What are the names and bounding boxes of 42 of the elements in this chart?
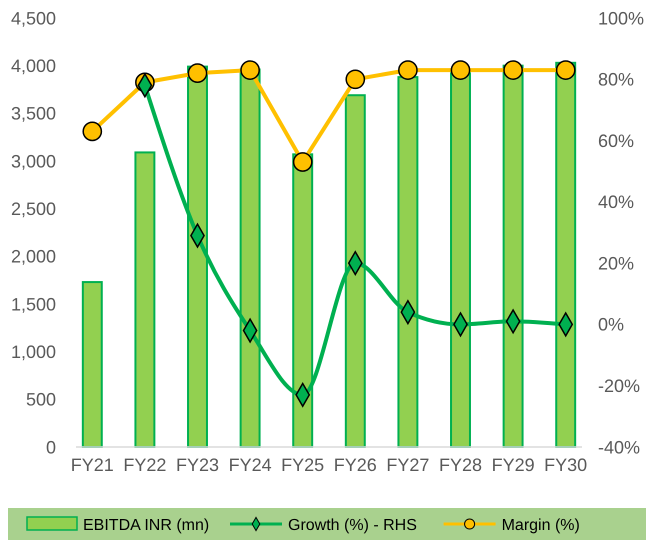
legend-label: Margin (%): [502, 517, 580, 534]
y-tick-label: 1,500: [10, 294, 56, 314]
point: [188, 63, 208, 83]
y-tick-label: 4,000: [10, 56, 56, 76]
point: [398, 60, 418, 80]
point: [292, 152, 313, 172]
point: [345, 69, 366, 90]
point: [503, 60, 523, 80]
point: [556, 60, 576, 80]
y-tick-label: 0: [46, 437, 56, 458]
point: [450, 60, 470, 80]
y-tick-label: 3,000: [10, 151, 56, 172]
y2-tick-label: -40%: [598, 437, 640, 458]
y-tick-label: 3,500: [10, 104, 56, 124]
y2-tick-label: 100%: [598, 8, 644, 28]
y-tick-label: 1,000: [10, 342, 56, 362]
x-tick-label: FY26: [334, 455, 377, 475]
bar: [82, 281, 103, 448]
point: [240, 60, 260, 80]
y-tick-label: 4,500: [10, 8, 56, 28]
y-tick-label: 500: [26, 390, 56, 410]
legend-label: Growth (%) - RHS: [288, 517, 417, 534]
x-tick-label: FY30: [544, 455, 588, 475]
x-tick-label: FY27: [386, 455, 430, 475]
y2-tick-label: -20%: [598, 376, 640, 396]
x-tick-label: FY29: [492, 455, 535, 475]
y2-tick-label: 40%: [598, 192, 634, 212]
bar: [134, 151, 156, 448]
x-tick-label: FY24: [228, 455, 272, 475]
y2-tick-label: 0%: [598, 314, 624, 335]
x-tick-label: FY22: [123, 455, 166, 475]
point: [82, 122, 102, 142]
legend-label: EBITDA INR (mn): [83, 517, 210, 534]
x-tick-label: FY28: [438, 455, 482, 475]
y2-tick-label: 20%: [598, 253, 634, 274]
x-tick-label: FY21: [70, 455, 114, 475]
x-tick-label: FY23: [176, 455, 220, 475]
x-tick-label: FY25: [281, 455, 324, 475]
y-tick-label: 2,000: [10, 246, 56, 267]
y2-tick-label: 80%: [598, 70, 634, 90]
y-tick-label: 2,500: [10, 198, 56, 219]
y2-tick-label: 60%: [598, 130, 634, 151]
